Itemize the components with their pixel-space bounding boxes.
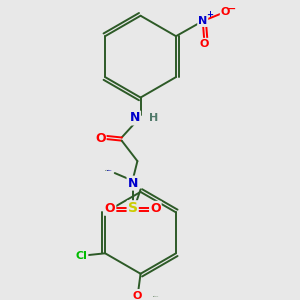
Text: +: + <box>206 10 213 19</box>
Text: methyl: methyl <box>105 169 110 170</box>
Text: Cl: Cl <box>76 251 88 261</box>
Text: methyl: methyl <box>106 169 112 170</box>
Text: O: O <box>105 202 116 215</box>
Text: O: O <box>95 132 106 145</box>
Text: methoxy: methoxy <box>153 296 159 297</box>
Text: −: − <box>228 4 236 14</box>
Text: H: H <box>148 113 158 123</box>
Text: N: N <box>130 112 140 124</box>
Text: O: O <box>221 7 230 16</box>
Text: S: S <box>128 201 138 215</box>
Text: N: N <box>198 16 207 26</box>
Text: N: N <box>128 177 138 190</box>
Text: O: O <box>200 39 209 49</box>
Text: O: O <box>150 202 161 215</box>
Text: O: O <box>133 291 142 300</box>
